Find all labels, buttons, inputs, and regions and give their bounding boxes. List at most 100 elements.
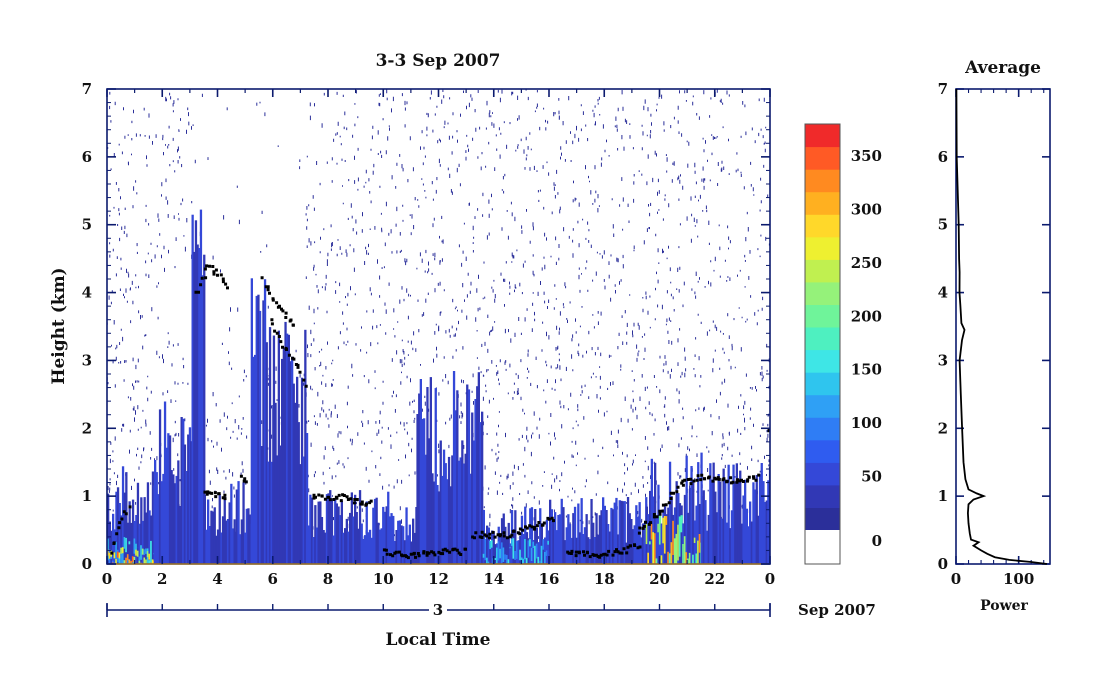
average-y-tick-label: 3: [938, 351, 948, 369]
echo-column: [727, 464, 730, 564]
echo-column: [242, 482, 245, 564]
echo-column: [650, 458, 653, 564]
echo-column: [199, 209, 203, 564]
echo-column: [612, 509, 615, 564]
echo-column: [595, 513, 598, 564]
echo-column: [172, 474, 175, 564]
echo-core: [148, 560, 151, 564]
echo-core: [525, 557, 529, 564]
x-axis-label: Local Time: [386, 630, 491, 650]
echo-column: [613, 502, 616, 564]
echo-core: [486, 557, 489, 564]
echo-column: [585, 514, 588, 564]
echo-core: [499, 548, 502, 559]
echo-column: [413, 532, 416, 564]
echo-column: [410, 541, 413, 564]
echo-column: [302, 456, 305, 564]
echo-column: [628, 513, 631, 564]
echo-column: [454, 410, 457, 564]
echo-column: [342, 532, 345, 564]
echo-column: [345, 518, 348, 564]
echo-column: [403, 540, 406, 564]
echo-column: [292, 383, 295, 564]
echo-column: [349, 512, 352, 564]
echo-column: [128, 501, 131, 564]
echo-core: [120, 547, 123, 554]
echo-column: [350, 492, 353, 564]
echo-core: [146, 551, 150, 558]
echo-column: [400, 525, 403, 564]
echo-core: [695, 553, 698, 564]
echo-column: [421, 418, 424, 564]
colorbar-tick-label: 150: [851, 361, 882, 379]
echo-column: [444, 463, 447, 564]
echo-column: [265, 342, 268, 564]
echo-column: [305, 525, 309, 564]
echo-column: [524, 506, 527, 564]
echo-column: [572, 513, 575, 564]
echo-column: [362, 538, 365, 564]
echo-core: [150, 540, 153, 564]
echo-column: [763, 502, 767, 564]
echo-column: [310, 497, 314, 564]
echo-column: [667, 507, 670, 564]
echo-column: [665, 514, 668, 564]
echo-column: [163, 401, 167, 564]
average-profile-line: [955, 88, 1048, 565]
echo-core: [697, 540, 700, 564]
echo-column: [449, 486, 452, 564]
x-tick-label: 12: [428, 570, 449, 588]
echo-column: [568, 524, 572, 564]
echo-core: [665, 516, 668, 525]
echo-core: [670, 542, 673, 564]
echo-column: [143, 497, 146, 564]
echo-column: [203, 254, 206, 564]
echo-column: [714, 491, 717, 564]
echo-column: [441, 475, 444, 564]
echo-core: [544, 552, 547, 564]
echo-core: [688, 552, 692, 564]
echo-column: [436, 485, 439, 564]
echo-column: [474, 399, 477, 564]
echo-column: [729, 528, 732, 564]
echo-column: [178, 506, 182, 564]
echo-core: [529, 539, 532, 547]
echo-column: [146, 482, 150, 564]
echo-core: [547, 540, 550, 545]
echo-column: [641, 523, 645, 564]
echo-column: [593, 537, 597, 564]
echo-column: [314, 505, 317, 564]
echo-column: [446, 479, 449, 564]
echo-core: [698, 534, 701, 553]
echo-column: [744, 479, 747, 564]
echo-column: [655, 515, 658, 564]
echo-core: [662, 517, 665, 544]
echo-column: [563, 540, 567, 564]
echo-column: [385, 506, 388, 564]
echo-column: [715, 512, 719, 564]
echo-column: [340, 500, 343, 564]
echo-column: [682, 523, 685, 564]
echo-column: [428, 438, 431, 564]
echo-column: [750, 521, 753, 564]
x-tick-label: 22: [704, 570, 725, 588]
echo-column: [130, 522, 133, 564]
echo-column: [281, 358, 284, 564]
echo-core: [115, 542, 118, 564]
echo-column: [300, 377, 304, 564]
echo-core: [143, 549, 146, 556]
echo-column: [587, 537, 590, 564]
echo-column: [439, 440, 442, 564]
echo-column: [167, 433, 170, 564]
echo-column: [315, 527, 319, 564]
echo-column: [567, 514, 570, 564]
echo-column: [110, 530, 113, 564]
echo-core: [110, 555, 113, 559]
echo-column: [451, 455, 454, 564]
echo-column: [722, 468, 725, 564]
echo-column: [115, 491, 118, 564]
echo-column: [597, 534, 600, 564]
colorbar-band: [805, 304, 840, 328]
echo-column: [175, 475, 178, 564]
colorbar-band: [805, 259, 840, 283]
